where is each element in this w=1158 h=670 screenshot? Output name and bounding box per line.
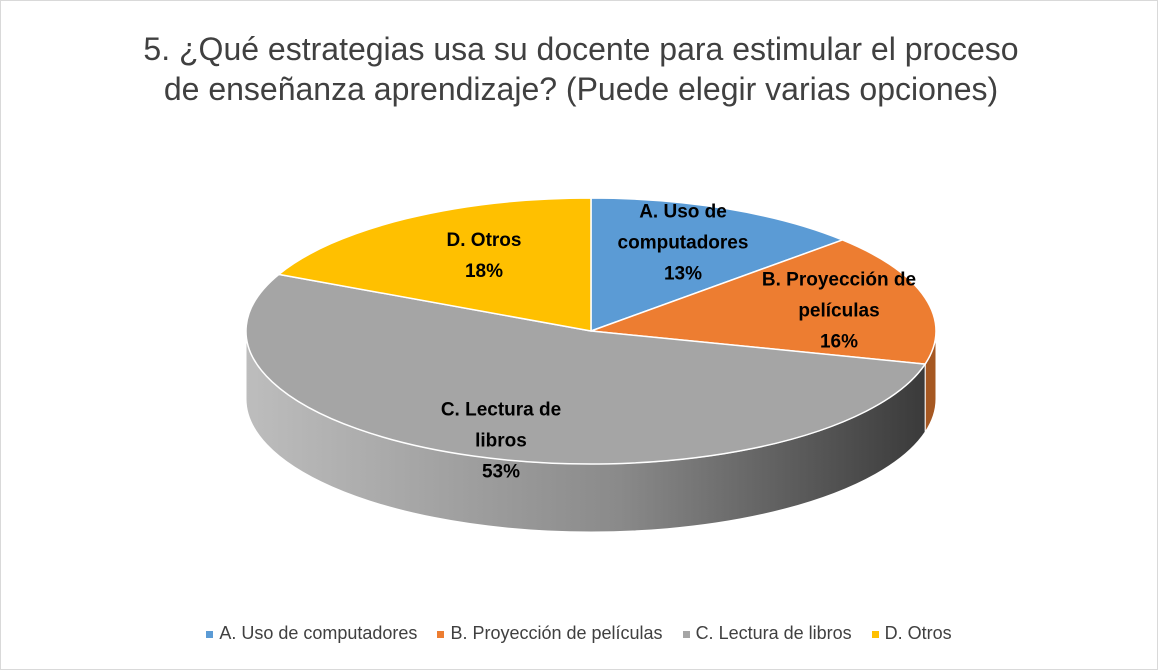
legend-swatch [437,630,445,638]
data-label-category: B. Proyección de películas [761,269,917,322]
legend-label: D. Otros [884,623,952,643]
data-label: D. Otros 18% [394,225,574,287]
data-label-value: 53% [481,461,521,483]
data-label-value: 18% [464,261,504,282]
legend-entry: B. Proyección de películas [437,623,663,644]
slice [590,197,845,333]
legend-entry: A. Uso de computadores [206,623,417,644]
data-label-value: 16% [819,331,859,353]
legend-entry: D. Otros [871,623,952,644]
data-label: A. Uso de computadores 13% [598,197,768,290]
legend-swatch [206,630,214,638]
legend-label: B. Proyección de películas [450,623,663,643]
data-label: B. Proyección de películas 16% [749,265,929,358]
data-label-value: 13% [663,263,703,285]
data-label-category: C. Lectura de libros [440,399,562,452]
data-label-category: A. Uso de computadores [617,201,749,254]
legend-swatch [871,630,879,638]
slice [277,197,592,332]
legend-label: A. Uso de computadores [219,623,418,643]
legend-entry: C. Lectura de libros [682,623,852,644]
legend: A. Uso de computadores B. Proyección de p… [1,623,1157,644]
legend-label: C. Lectura de libros [695,623,852,643]
chart-title: 5. ¿Qué estrategias usa su docente para … [143,31,1019,107]
data-label: C. Lectura de libros 53% [421,395,581,488]
slice [245,273,927,465]
data-label-category: D. Otros [446,230,522,251]
legend-swatch [682,630,690,638]
slice [590,239,937,365]
